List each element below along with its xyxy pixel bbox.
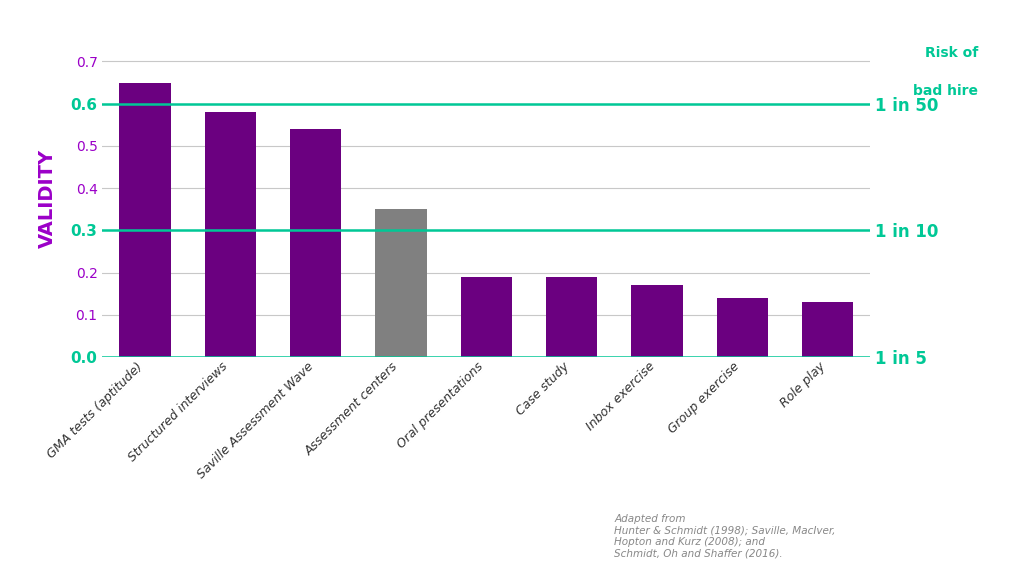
- Text: bad hire: bad hire: [913, 84, 978, 97]
- Bar: [717, 298, 768, 357]
- Bar: [632, 285, 683, 357]
- Bar: [802, 302, 853, 357]
- Bar: [546, 277, 597, 357]
- Bar: [461, 277, 512, 357]
- Text: Adapted from
Hunter & Schmidt (1998); Saville, MacIver,
Hopton and Kurz (2008); : Adapted from Hunter & Schmidt (1998); Sa…: [614, 514, 836, 559]
- Y-axis label: VALIDITY: VALIDITY: [38, 149, 56, 248]
- Bar: [376, 209, 427, 357]
- Text: Risk of: Risk of: [925, 46, 978, 60]
- Bar: [205, 112, 256, 357]
- Bar: [120, 82, 171, 357]
- Bar: [290, 129, 341, 357]
